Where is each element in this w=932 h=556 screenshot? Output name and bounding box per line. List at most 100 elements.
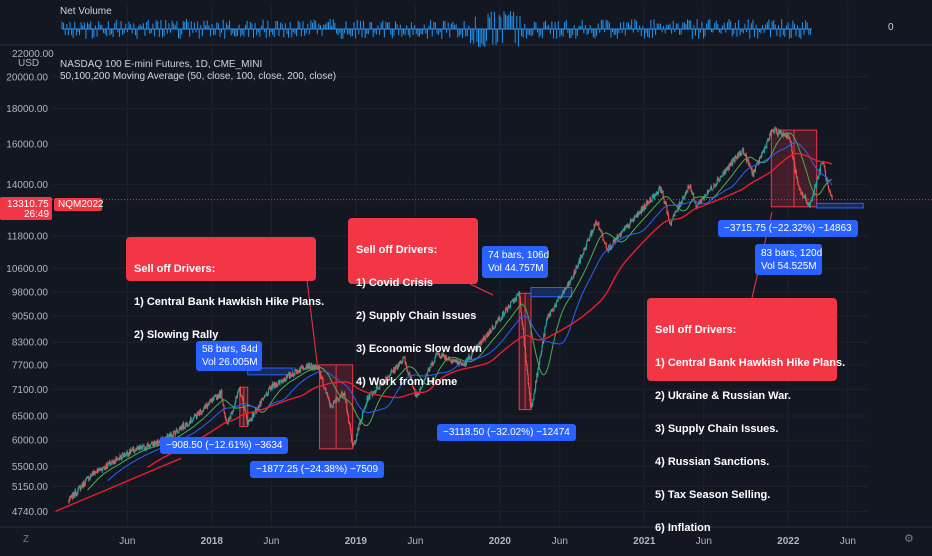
candle-body: [659, 186, 661, 187]
candle-body: [588, 240, 590, 241]
candle-body: [295, 369, 297, 371]
candle-body: [521, 318, 523, 324]
candle-body: [353, 442, 355, 445]
candle-body: [488, 329, 490, 336]
candle-body: [68, 499, 70, 502]
candle-body: [367, 397, 369, 402]
measure-2020-change: −3118.50 (−32.02%) −12474: [437, 424, 576, 441]
candle-body: [485, 335, 487, 340]
candle-body: [112, 460, 114, 464]
candle-body: [632, 219, 634, 222]
candle-body: [578, 257, 580, 262]
candle-body: [593, 223, 595, 229]
candle-body: [706, 194, 708, 196]
candle-body: [826, 177, 828, 181]
candle-body: [814, 185, 816, 192]
y-tick-label: 6000.00: [12, 436, 49, 447]
candle-body: [559, 297, 561, 299]
candle-body: [402, 357, 404, 359]
candle-body: [366, 396, 368, 403]
candle-body: [349, 424, 351, 429]
candle-body: [259, 401, 261, 406]
candle-body: [555, 301, 557, 307]
candle-body: [827, 185, 829, 188]
callout-2022-line: 2) Ukraine & Russian War.: [655, 390, 791, 402]
candle-body: [225, 419, 227, 421]
candle-body: [770, 130, 772, 136]
candle-body: [442, 353, 444, 355]
candle-body: [315, 364, 317, 369]
candle-body: [277, 384, 279, 387]
candle-body: [415, 392, 417, 396]
candle-body: [128, 453, 130, 456]
candle-body: [635, 215, 637, 217]
candle-body: [314, 364, 316, 370]
candle-body: [708, 190, 710, 192]
candle-body: [524, 346, 526, 355]
candle-body: [208, 401, 210, 404]
candle-body: [81, 482, 84, 488]
candle-body: [548, 313, 551, 318]
candle-body: [429, 367, 431, 372]
candle-body: [782, 134, 784, 136]
candle-body: [542, 341, 544, 346]
candle-body: [77, 486, 80, 489]
candle-body: [242, 396, 244, 401]
candle-body: [324, 388, 326, 389]
candle-body: [701, 198, 703, 200]
candle-body: [107, 462, 109, 468]
candle-body: [824, 170, 827, 178]
candle-body: [791, 146, 793, 153]
candle-body: [822, 163, 824, 164]
candle-body: [351, 440, 353, 444]
candle-body: [665, 203, 667, 207]
candle-body: [579, 257, 581, 263]
candle-body: [812, 193, 814, 197]
candle-body: [495, 322, 497, 327]
candle-body: [416, 396, 418, 397]
candle-body: [691, 192, 694, 195]
candle-body: [220, 390, 222, 392]
candle-body: [395, 365, 398, 368]
candle-body: [239, 387, 241, 391]
candle-body: [641, 205, 644, 212]
candle-body: [790, 141, 792, 143]
callout-2022-line: 6) Inflation: [655, 522, 711, 534]
candle-body: [280, 380, 282, 382]
callout-2020: Sell off Drivers: 1) Covid Crisis 2) Sup…: [348, 218, 482, 388]
candle-body: [716, 178, 718, 184]
gear-icon[interactable]: ⚙: [904, 533, 914, 545]
candle-body: [520, 303, 522, 312]
candle-body: [421, 386, 423, 388]
candle-body: [762, 150, 764, 152]
candle-body: [69, 496, 71, 500]
candle-body: [627, 224, 629, 229]
candle-body: [702, 196, 704, 199]
candle-body: [204, 405, 206, 408]
candle-body: [720, 175, 722, 177]
candle-body: [774, 127, 776, 133]
candle-body: [430, 363, 433, 365]
candle-body: [408, 373, 410, 375]
candle-body: [766, 141, 768, 148]
candle-body: [599, 229, 601, 231]
zoom-icon[interactable]: Z: [23, 534, 30, 545]
candle-body: [433, 361, 435, 364]
candle-body: [620, 233, 622, 237]
candle-body: [400, 360, 402, 364]
candle-body: [818, 175, 820, 179]
candle-body: [69, 496, 72, 498]
measure-2022-bars: 83 bars, 120d: [761, 248, 823, 259]
candle-body: [640, 211, 642, 214]
candle-body: [319, 372, 321, 374]
candle-body: [221, 390, 223, 400]
candle-body: [176, 429, 178, 432]
candle-body: [556, 300, 558, 302]
candle-body: [334, 400, 336, 402]
candle-body: [281, 380, 283, 383]
candle-body: [507, 305, 509, 309]
candle-body: [322, 378, 324, 385]
candle-body: [156, 441, 158, 446]
candle-body: [733, 158, 735, 160]
candle-body: [78, 486, 80, 488]
